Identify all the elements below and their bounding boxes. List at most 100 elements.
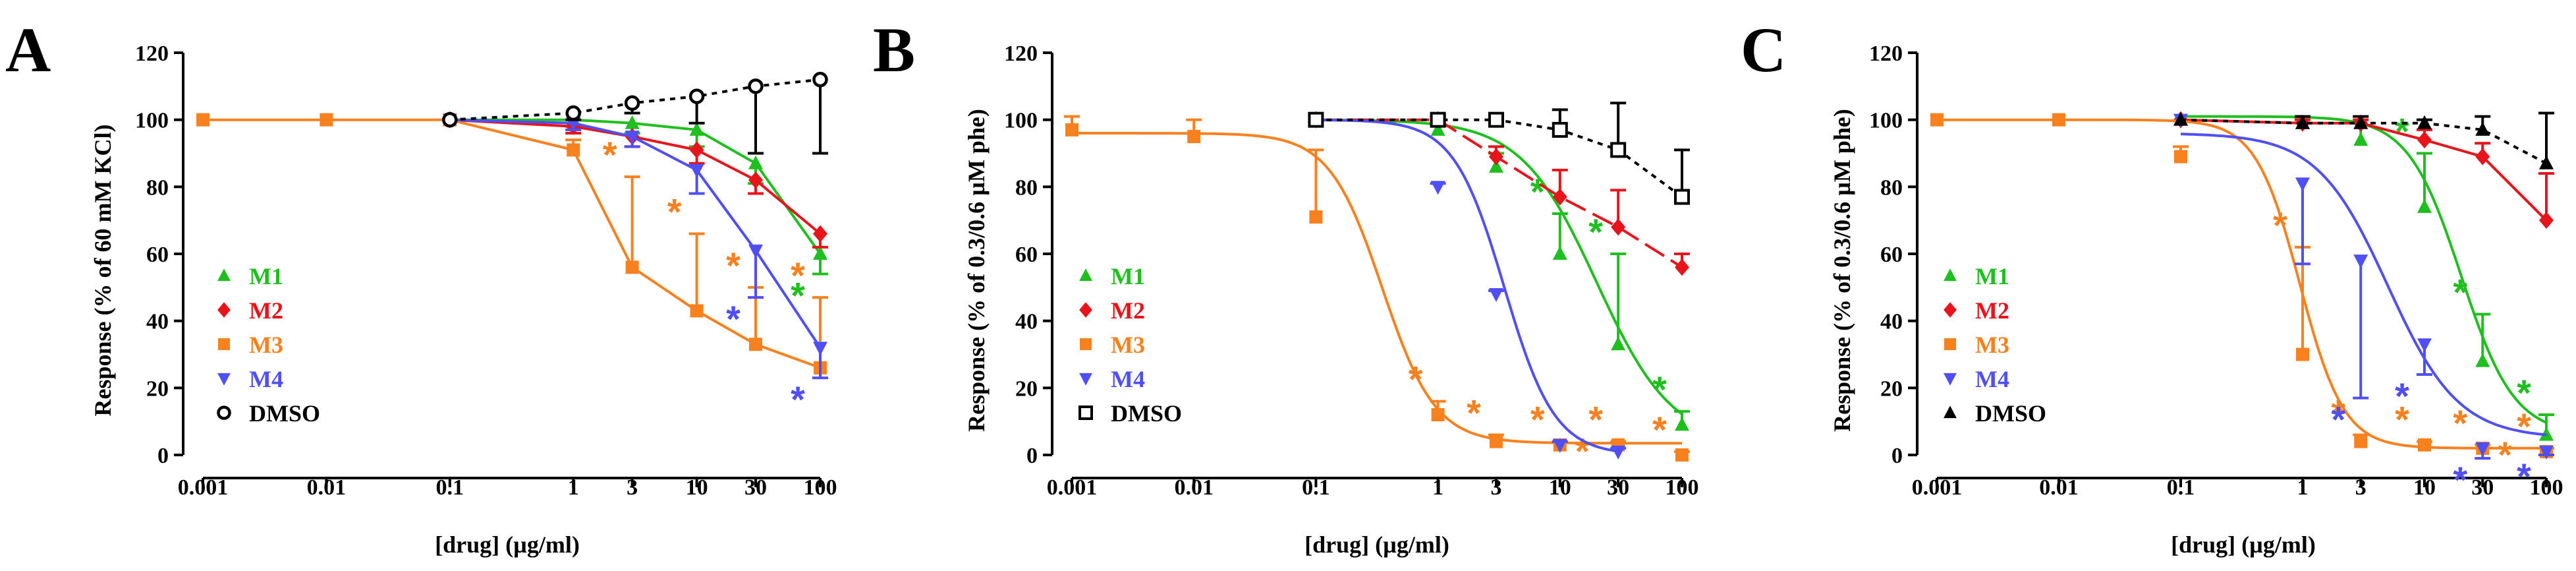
panel-0-axes: 0 20 40 60 80 100 120 0.001 0.01 0.1 1 3 10 30 100 [135,42,837,500]
data-point [567,143,580,157]
data-point [2295,177,2310,192]
series-m1: * [442,111,828,316]
x-tick-label: 100 [804,475,837,500]
data-point [1611,445,1626,460]
data-point [689,164,704,178]
significance-star: * [2331,392,2345,434]
legend-label: M1 [1975,263,2009,289]
legend-marker [1079,373,1092,386]
series-line [449,78,821,121]
data-point [690,304,704,318]
data-point [2539,155,2554,169]
legend-item-m3: M3 [1944,332,2009,358]
legend-label: M3 [1111,332,1145,358]
significance-star: * [1652,369,1667,410]
legend-label: M3 [1975,332,2009,358]
x-tick-label: 100 [2530,475,2563,500]
significance-star: * [791,255,805,296]
legend-label: DMSO [1111,400,1182,427]
data-point [196,113,210,127]
y-tick-label: 20 [1015,376,1038,401]
data-point [1930,113,1944,127]
data-point [1488,148,1503,165]
x-tick-label: 30 [2471,475,2494,500]
legend-marker [1078,406,1093,420]
x-tick-label: 3 [1490,475,1501,500]
data-point [1489,435,1503,448]
y-tick-label: 40 [146,310,169,334]
data-point [689,121,704,136]
data-point [2353,115,2368,129]
y-tick-label: 60 [1880,243,1903,267]
legend-item-dmso: DMSO [1944,400,2046,427]
y-tick-label: 20 [146,376,169,401]
legend-marker [218,338,230,350]
data-point [2539,212,2554,229]
legend-item-m2: M2 [217,297,283,324]
data-point [1488,111,1504,128]
series-m3: ****** [1930,113,2554,475]
legend-label: M4 [1975,366,2009,392]
data-point [2174,150,2187,164]
significance-star: * [1530,399,1545,440]
data-point [749,338,763,351]
significance-star: * [2395,111,2409,152]
y-tick-label: 0 [1026,444,1038,468]
data-point [748,155,764,169]
data-point [1065,123,1078,136]
x-tick-label: 100 [1666,475,1699,500]
data-point [2296,347,2309,361]
significance-star: * [2453,272,2467,313]
data-point [748,171,764,189]
data-point [1552,188,1567,206]
x-tick-label: 0.001 [1047,475,1098,500]
legend-marker [217,406,231,420]
panel-c-letter: C [1741,15,1786,85]
significance-star: * [2395,399,2409,440]
legend-marker [1944,338,1956,350]
y-tick-label: 0 [1891,444,1903,468]
data-point [2539,445,2554,460]
data-point [689,141,704,159]
panel-c-x-axis-title: [drug] (µg/ml) [2171,531,2316,558]
panel-b: B Response (% of 0.3/0.6 µM phe) [drug] … [873,15,1699,558]
significance-star: * [2331,399,2345,440]
significance-star: * [726,298,741,340]
panel-c-y-axis-title: Response (% of 0.3/0.6 µM phe) [1829,109,1855,432]
panel-a-y-axis-title: Response (% of 60 mM KCl) [90,125,116,417]
legend-item-m2: M2 [1079,297,1145,324]
data-point [2173,111,2188,126]
panel-a-x-axis-title: [drug] (µg/ml) [435,531,580,558]
panel-2-axes: 0 20 40 60 80 100 120 0.001 0.01 0.1 1 3 10 30 100 [1869,42,2563,500]
significance-star: * [2453,459,2467,500]
legend-marker [1944,406,1957,419]
data-point [1611,336,1626,351]
legend-label: M4 [1111,366,1145,392]
y-tick-label: 80 [1880,175,1903,200]
legend-item-m2: M2 [1944,297,2009,324]
y-tick-label: 120 [1004,42,1038,66]
x-tick-label: 0.001 [178,475,229,500]
significance-star: * [1652,409,1667,450]
significance-star: * [2517,406,2531,447]
legend-marker [1079,268,1092,282]
legend-marker [1944,268,1957,282]
data-point [2475,353,2490,367]
series-dmso [442,71,828,155]
series-line [449,118,822,349]
x-tick-label: 30 [744,475,767,500]
data-point [1552,121,1568,138]
x-tick-label: 30 [1607,475,1629,500]
y-tick-label: 120 [1869,42,1903,66]
fit-curve [2181,115,2547,424]
panel-a: A Response (% of 60 mM KCl) [drug] (µg/m… [5,15,837,558]
legend-label: M1 [249,263,283,289]
series-m4: ** [442,113,828,420]
series-line [449,118,822,235]
data-point [1488,158,1503,173]
significance-star: * [667,191,682,233]
legend-marker [1944,373,1957,386]
data-point [625,260,639,274]
x-tick-label: 1 [1432,475,1443,500]
significance-star: * [2498,434,2512,475]
